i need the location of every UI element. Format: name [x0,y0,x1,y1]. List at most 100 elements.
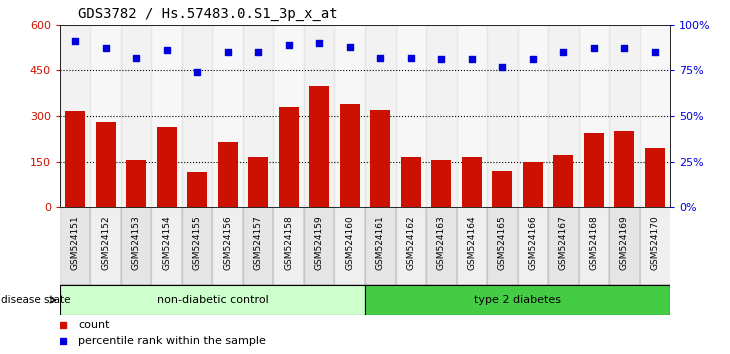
Bar [365,285,670,315]
Bar [639,207,670,285]
Bar [218,142,237,207]
Text: GSM524166: GSM524166 [529,215,537,270]
Bar [553,155,573,207]
Bar [609,207,639,285]
Point [558,49,569,55]
Bar [462,157,482,207]
Bar [609,25,639,207]
Text: GSM524161: GSM524161 [376,215,385,270]
Bar [579,207,609,285]
Bar [340,104,360,207]
Bar [518,207,548,285]
Text: GSM524162: GSM524162 [407,215,415,269]
Bar [487,207,518,285]
Point [283,42,294,48]
Point [435,57,447,62]
Point [222,49,234,55]
Bar [615,131,634,207]
Text: GSM524159: GSM524159 [315,215,323,270]
Point [405,55,417,61]
Point [466,57,477,62]
Bar [304,207,334,285]
Text: GSM524152: GSM524152 [101,215,110,269]
Bar [279,107,299,207]
Text: GSM524160: GSM524160 [345,215,354,270]
Text: GSM524164: GSM524164 [467,215,476,269]
Bar [456,25,487,207]
Bar [96,122,115,207]
Text: type 2 diabetes: type 2 diabetes [474,295,561,305]
Text: GSM524168: GSM524168 [589,215,599,270]
Bar [65,112,85,207]
Point [344,44,356,50]
Bar [579,25,609,207]
Text: non-diabetic control: non-diabetic control [156,295,269,305]
Point [100,46,112,51]
Bar [456,207,487,285]
Bar [370,110,390,207]
Text: GSM524163: GSM524163 [437,215,446,270]
Bar [645,148,665,207]
Bar [584,133,604,207]
Bar [401,157,420,207]
Bar [334,25,365,207]
Text: GSM524158: GSM524158 [284,215,293,270]
Bar [121,207,151,285]
Point [69,38,81,44]
Bar [365,207,396,285]
Bar [212,207,243,285]
Text: GSM524153: GSM524153 [131,215,141,270]
Point [588,46,599,51]
Text: percentile rank within the sample: percentile rank within the sample [78,336,266,346]
Bar [182,25,212,207]
Bar [487,25,518,207]
Bar [426,25,456,207]
Bar [396,25,426,207]
Bar [518,25,548,207]
Bar [548,25,579,207]
Text: GSM524170: GSM524170 [650,215,659,270]
Point [191,69,203,75]
Bar [431,160,451,207]
Bar [426,207,456,285]
Bar [548,207,579,285]
Bar [243,25,274,207]
Text: GSM524169: GSM524169 [620,215,629,270]
Text: GSM524165: GSM524165 [498,215,507,270]
Bar [151,25,182,207]
Text: GSM524151: GSM524151 [71,215,80,270]
Bar [243,207,274,285]
Bar [334,207,365,285]
Point [161,47,172,53]
Bar [274,207,304,285]
Point [527,57,539,62]
Bar [310,86,329,207]
Text: count: count [78,320,110,330]
Bar [523,161,542,207]
Text: GSM524154: GSM524154 [162,215,171,269]
Bar [188,172,207,207]
Point [374,55,386,61]
Bar [60,207,91,285]
Bar [60,285,365,315]
Text: GSM524167: GSM524167 [559,215,568,270]
Bar [126,160,146,207]
Bar [151,207,182,285]
Point [618,46,630,51]
Bar [396,207,426,285]
Bar [121,25,151,207]
Bar [91,207,121,285]
Point [131,55,142,61]
Point [313,40,325,46]
Bar [91,25,121,207]
Bar [639,25,670,207]
Text: disease state: disease state [1,295,70,305]
Point [649,49,661,55]
Bar [60,25,91,207]
Bar [157,127,177,207]
Point [496,64,508,69]
Bar [212,25,243,207]
Text: GDS3782 / Hs.57483.0.S1_3p_x_at: GDS3782 / Hs.57483.0.S1_3p_x_at [78,7,338,21]
Text: GSM524157: GSM524157 [254,215,263,270]
Point [253,49,264,55]
